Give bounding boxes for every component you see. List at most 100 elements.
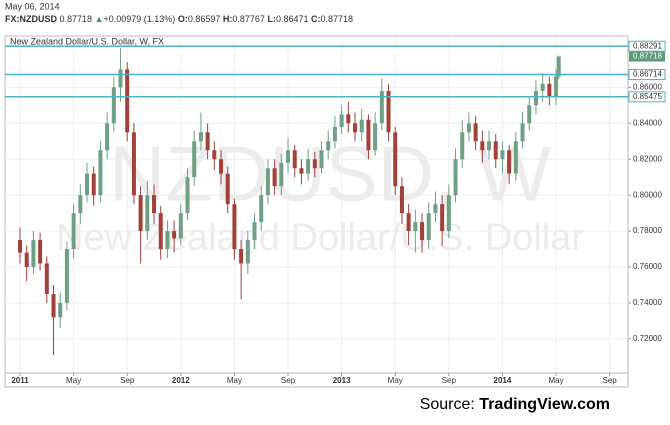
y-tick-label: 0.86000: [633, 82, 662, 91]
candle-body: [440, 204, 445, 232]
candle-body: [393, 132, 398, 187]
candle-body: [379, 90, 384, 124]
high-label: H:: [223, 14, 233, 24]
candle-body: [118, 69, 123, 88]
x-tick-label: 2014: [494, 376, 512, 385]
candle-body: [78, 195, 83, 214]
y-tick-label: 0.80000: [633, 190, 662, 199]
candle-body: [373, 123, 378, 151]
x-tick-label: May: [66, 376, 81, 385]
candle-body: [473, 123, 478, 142]
candle-body: [44, 263, 49, 294]
candle-body: [111, 87, 116, 124]
x-axis-bar: [4, 372, 629, 388]
candle-body: [18, 240, 23, 253]
candle-body: [279, 162, 284, 187]
candle-body: [225, 173, 230, 205]
candle-body: [359, 119, 364, 133]
y-tick-label: 0.74000: [633, 298, 662, 307]
candle-body: [91, 173, 96, 196]
candle-body: [433, 204, 438, 214]
candle-body: [239, 249, 244, 264]
low-label: L:: [267, 14, 276, 24]
y-tick-label: 0.82000: [633, 154, 662, 163]
candle-body: [185, 177, 190, 214]
candle-body: [446, 195, 451, 232]
candle-body: [533, 90, 538, 106]
source-site: TradingView.com: [479, 396, 610, 413]
y-tick-label: 0.84000: [633, 118, 662, 127]
candle-body: [31, 240, 36, 268]
candle-body: [131, 132, 136, 196]
y-tick-label: 0.72000: [633, 334, 662, 343]
candle-body: [466, 123, 471, 133]
candle-body: [192, 141, 197, 178]
price-tag-label: 0.88291: [633, 41, 662, 50]
candle-body: [306, 159, 311, 174]
candle-body: [219, 159, 224, 174]
low-value: 0.86471: [276, 14, 309, 24]
candle-body: [346, 114, 351, 124]
close-label: C:: [311, 14, 321, 24]
candle-body: [105, 123, 110, 151]
price-tag: [628, 40, 666, 52]
x-tick-label: Sep: [120, 376, 135, 385]
candle-body: [386, 90, 391, 133]
last-price-tag: [629, 51, 665, 62]
candle-body: [554, 76, 559, 97]
candle-body: [259, 195, 264, 223]
price-tag-label: 0.85475: [633, 92, 662, 101]
candle-body: [205, 132, 210, 151]
candle-body: [165, 231, 170, 250]
candle-body: [158, 213, 163, 250]
candle-body: [292, 150, 297, 169]
candle-body: [212, 150, 217, 160]
candle-body: [198, 132, 203, 142]
price-tag-label: 0.86714: [633, 70, 662, 79]
candle-body: [480, 141, 485, 151]
candle-body: [507, 150, 512, 174]
x-tick-label: Sep: [442, 376, 457, 385]
candle-body: [453, 159, 458, 196]
candle-body: [312, 159, 317, 169]
candle-body: [366, 119, 371, 151]
candle-body: [527, 105, 532, 124]
candle-body: [399, 186, 404, 214]
chart-title: New Zealand Dollar/U.S. Dollar, W, FX: [10, 36, 164, 46]
candle-body: [245, 240, 250, 264]
candle-body: [420, 222, 425, 241]
candle-body: [500, 150, 505, 160]
open-label: O:: [178, 14, 188, 24]
last-price: 0.87718: [60, 14, 93, 24]
candle-body: [319, 150, 324, 169]
candle-body: [125, 69, 130, 133]
high-value: 0.87767: [232, 14, 265, 24]
candle-body: [265, 168, 270, 196]
x-tick-label: Sep: [603, 376, 618, 385]
x-tick-label: 2011: [11, 376, 29, 385]
candle-body: [145, 195, 150, 232]
x-tick-label: Sep: [281, 376, 296, 385]
up-arrow: ▲: [95, 14, 104, 24]
candle-body: [460, 132, 465, 160]
candle-body: [286, 150, 291, 163]
watermark-sub: New Zealand Dollar/U.S. Dollar: [56, 217, 584, 259]
candle-body: [85, 173, 90, 196]
candle-body: [406, 213, 411, 232]
candle-body: [38, 240, 43, 264]
y-tick-label: 0.78000: [633, 226, 662, 235]
price-tag: [628, 69, 666, 81]
date: May 06, 2014: [5, 1, 60, 11]
last-price-label: 0.87718: [633, 52, 662, 61]
open-value: 0.86597: [188, 14, 221, 24]
candle-body: [51, 293, 56, 318]
candle-body: [272, 168, 277, 187]
candle-body: [58, 302, 63, 318]
candle-body: [71, 213, 76, 250]
candle-body: [24, 252, 29, 268]
x-tick-label: 2012: [172, 376, 190, 385]
candle-body: [299, 168, 304, 174]
x-tick-label: May: [548, 376, 563, 385]
candle-body: [353, 123, 358, 133]
